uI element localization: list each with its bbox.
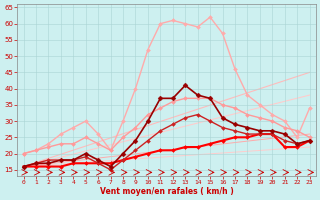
X-axis label: Vent moyen/en rafales ( km/h ): Vent moyen/en rafales ( km/h ) bbox=[100, 187, 234, 196]
